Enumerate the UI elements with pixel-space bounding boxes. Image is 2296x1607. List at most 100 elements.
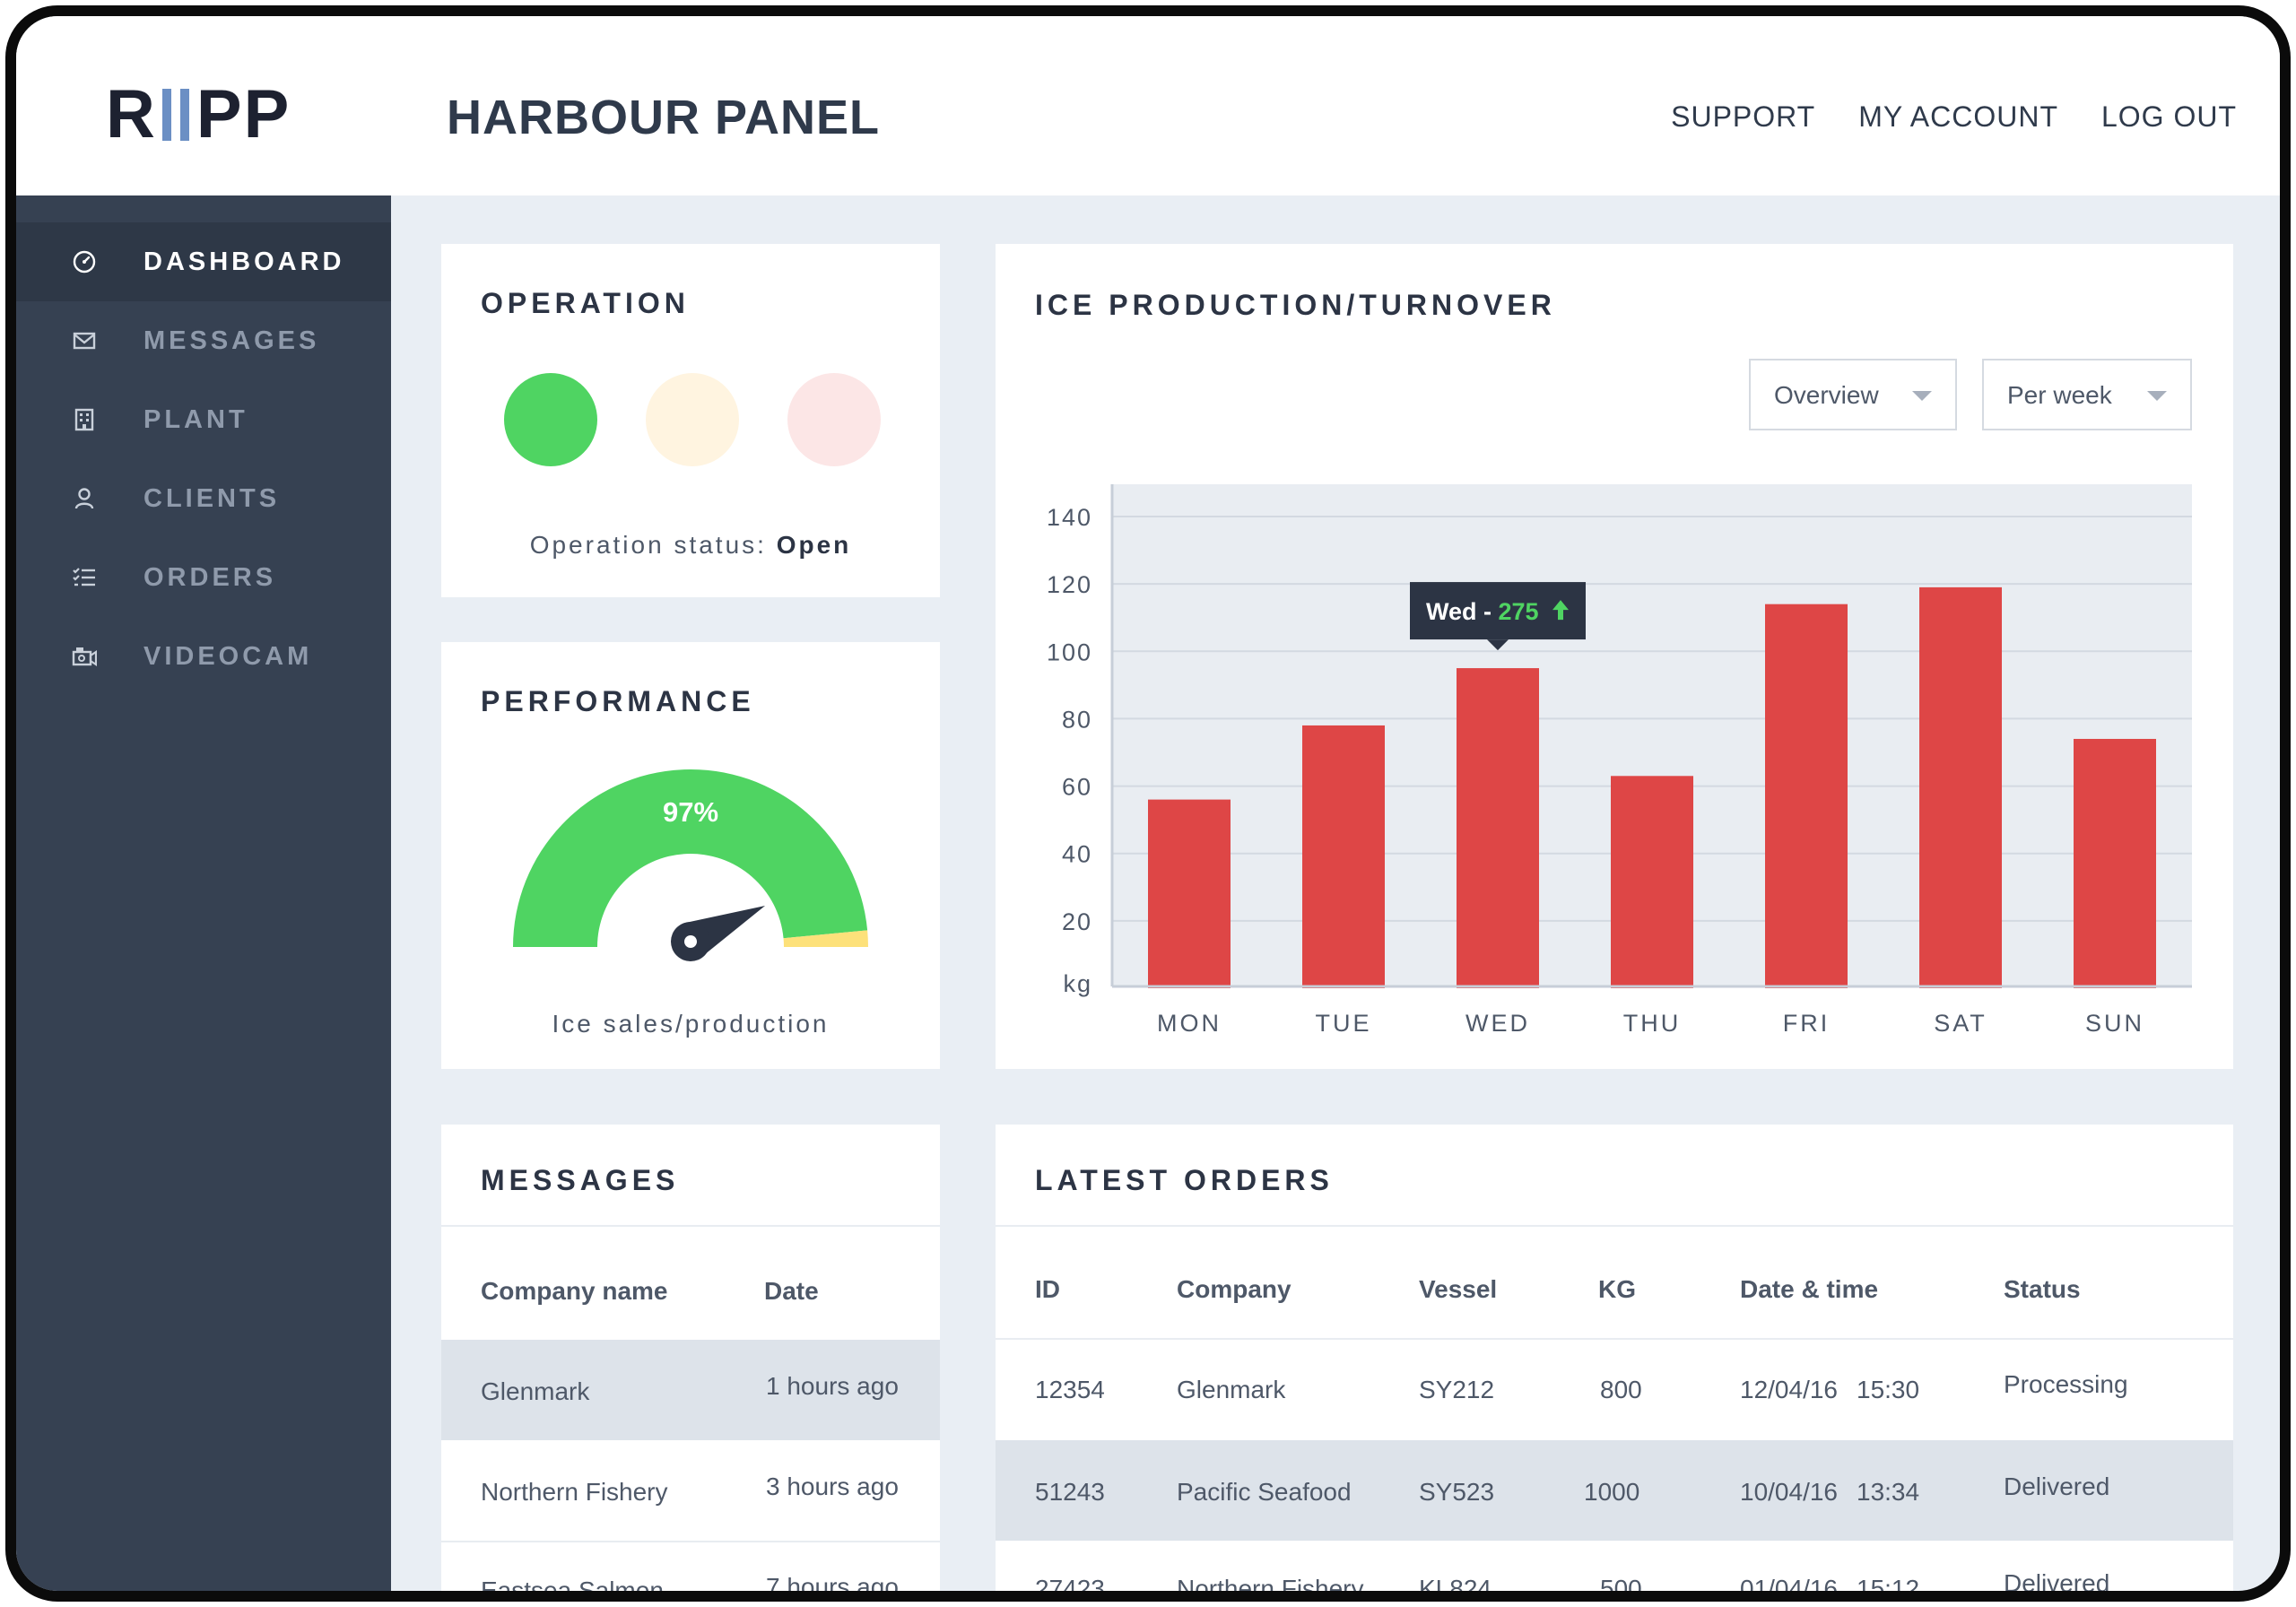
order-date: 10/04/16 [1740,1478,1838,1506]
envelope-icon [73,332,96,350]
dashboard-icon [73,250,96,274]
divider [996,1338,2233,1340]
y-tick-label: 40 [1062,841,1092,868]
x-tick-label: WED [1465,1010,1530,1037]
bar-tue[interactable] [1302,725,1385,988]
tooltip-day: Wed [1426,598,1477,625]
order-time: 13:34 [1857,1478,1920,1506]
gauge-remainder [783,930,868,947]
messages-card: MESSAGES Company name Date Glenmark 1 ho… [441,1125,940,1602]
order-time: 15:12 [1857,1575,1920,1602]
logo[interactable]: R PP [106,81,291,149]
gauge-fill [513,769,868,947]
tooltip-box [1410,582,1586,640]
tooltip-arrow [1487,639,1509,651]
gauge-label: Ice sales/production [552,1010,830,1038]
sidebar-item-clients[interactable]: CLIENTS [16,459,391,538]
sidebar-item-dashboard[interactable]: DASHBOARD [16,222,391,301]
latest-orders-card: LATEST ORDERS ID Company Vessel KG Date … [996,1125,2233,1602]
bar-tooltip: Wed - 275 [1410,582,1586,651]
order-company: Pacific Seafood [1177,1478,1352,1506]
column-header-status[interactable]: Status [2004,1275,2081,1303]
message-date: 3 hours ago [766,1472,899,1500]
support-link[interactable]: SUPPORT [1671,100,1816,133]
table-row[interactable]: Glenmark 1 hours ago [441,1340,940,1440]
column-header-id[interactable]: ID [1035,1275,1060,1303]
message-company: Northern Fishery [481,1478,668,1506]
sidebar-item-label: ORDERS [144,562,277,592]
bar-fri[interactable] [1765,604,1848,988]
period-dropdown[interactable]: Per week [1982,359,2192,430]
bar-mon[interactable] [1148,799,1231,988]
bar-thu[interactable] [1611,776,1693,988]
divider [441,1541,940,1542]
table-row[interactable]: 12354 Glenmark SY212 800 12/04/16 15:30 … [996,1340,2233,1440]
gauge-needle [671,905,766,961]
user-icon [74,488,94,509]
sidebar-item-messages[interactable]: MESSAGES [16,301,391,380]
sidebar-item-plant[interactable]: PLANT [16,380,391,459]
top-nav: SUPPORT MY ACCOUNT LOG OUT [1671,100,2237,134]
order-date: 12/04/16 [1740,1376,1838,1403]
overview-dropdown[interactable]: Overview [1749,359,1957,430]
bar-sun[interactable] [2074,738,2156,988]
table-row[interactable]: Eastsea Salmon 7 hours ago [441,1541,940,1602]
caret-down-icon [2147,391,2167,401]
y-tick-label: kg [1063,970,1092,997]
order-vessel: SY212 [1419,1376,1495,1403]
order-vessel: KL824 [1419,1575,1492,1602]
y-tick-label: 120 [1047,571,1092,598]
logo-text-left: R [106,76,157,152]
x-tick-label: THU [1623,1010,1682,1037]
sidebar-item-label: DASHBOARD [144,247,345,276]
order-status: Delivered [2004,1569,2110,1597]
x-axis: MON TUE WED THU FRI SAT SUN [1157,1010,2142,1037]
order-kg: 500 [1600,1575,1642,1602]
order-id: 12354 [1035,1376,1105,1403]
dropdown-value: Overview [1774,381,1879,409]
device-frame: R PP HARBOUR PANEL SUPPORT MY ACCOUNT LO… [5,5,2291,1602]
order-time: 15:30 [1857,1376,1920,1403]
column-header-datetime[interactable]: Date & time [1740,1275,1879,1303]
sidebar-item-orders[interactable]: ORDERS [16,538,391,617]
order-date: 01/04/16 [1740,1575,1838,1602]
status-light-yellow [646,373,739,466]
order-vessel: SY523 [1419,1478,1495,1506]
column-header-vessel[interactable]: Vessel [1419,1275,1498,1303]
ice-production-card: ICE PRODUCTION/TURNOVER Overview Per wee… [996,244,2233,1069]
camera-icon [72,647,97,666]
order-status: Delivered [2004,1472,2110,1500]
operation-status-value: Open [776,531,852,559]
column-header-date[interactable]: Date [764,1277,819,1305]
y-tick-label: 20 [1062,908,1092,935]
card-title: MESSAGES [481,1164,680,1196]
message-company: Eastsea Salmon [481,1577,664,1602]
sidebar-item-label: VIDEOCAM [144,641,313,671]
sidebar-item-videocam[interactable]: VIDEOCAM [16,617,391,696]
column-header-kg[interactable]: KG [1598,1275,1636,1303]
bar-sat[interactable] [1919,586,2002,988]
building-icon [74,408,94,431]
caret-down-icon [1912,391,1932,401]
order-status: Processing [2004,1370,2128,1398]
table-row[interactable]: 27423 Northern Fishery KL824 500 01/04/1… [996,1541,2233,1602]
order-company: Glenmark [1177,1376,1286,1403]
table-row[interactable]: 51243 Pacific Seafood SY523 1000 10/04/1… [996,1440,2233,1541]
operation-status: Operation status: Open [441,531,940,560]
bar-wed[interactable] [1457,668,1539,988]
x-tick-label: FRI [1783,1010,1831,1037]
chart-bars [1148,586,2156,988]
order-kg: 1000 [1584,1478,1640,1506]
column-header-company[interactable]: Company name [481,1277,668,1305]
list-icon [73,568,95,586]
order-id: 51243 [1035,1478,1105,1506]
my-account-link[interactable]: MY ACCOUNT [1858,100,2058,133]
table-row[interactable]: Northern Fishery 3 hours ago [441,1440,940,1541]
sidebar-item-label: CLIENTS [144,483,281,513]
y-tick-label: 100 [1047,638,1092,665]
column-header-company[interactable]: Company [1177,1275,1292,1303]
card-title: PERFORMANCE [481,685,755,717]
logo-bars [161,89,189,141]
ice-production-chart: 140 120 100 80 60 40 20 kg MON TUE WED THU FRI SAT SU… [1047,484,2192,1037]
log-out-link[interactable]: LOG OUT [2100,100,2237,133]
